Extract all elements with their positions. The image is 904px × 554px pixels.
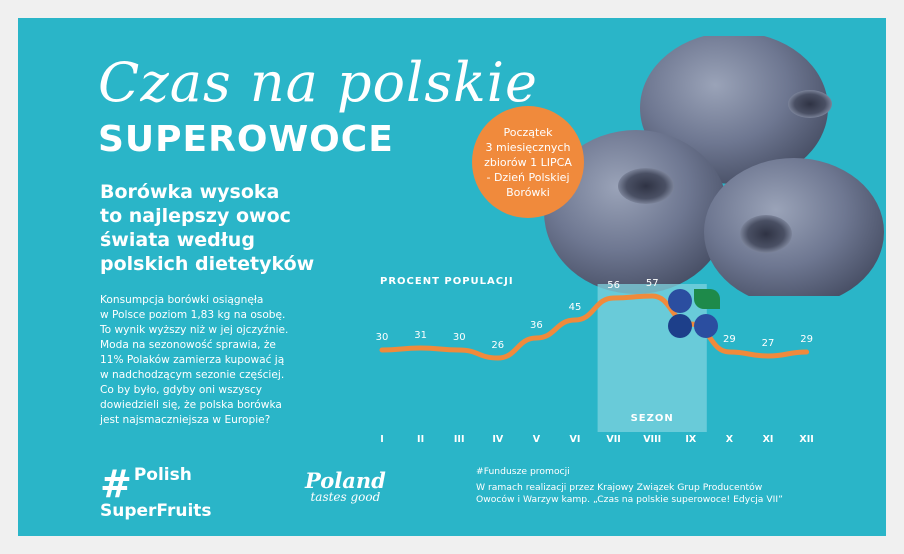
subtitle-line: świata według (100, 229, 255, 251)
crop-mark (18, 18, 33, 33)
data-label: 31 (414, 330, 427, 341)
berry-logo-dot (668, 314, 692, 338)
polish-superfruits-logo: # Polish SuperFruits (100, 462, 212, 521)
berry-logo (668, 289, 720, 338)
funds-note: #Fundusze promocji W ramach realizacji p… (476, 466, 856, 506)
tick-label: IV (492, 434, 504, 445)
data-label: 30 (376, 332, 389, 343)
tick-label: III (454, 434, 465, 445)
blueberries-illustration (544, 36, 884, 296)
tick-label: X (726, 434, 734, 445)
leaf-icon (694, 289, 720, 309)
body-line: Moda na sezonowość sprawia, że (100, 339, 276, 351)
subtitle: Borówka wysoka to najlepszy owoc świata … (100, 180, 330, 276)
data-label: 30 (453, 332, 466, 343)
hashtag-line: Polish (133, 465, 192, 485)
season-label: SEZON (631, 413, 674, 424)
tick-label: VI (570, 434, 581, 445)
tick-label: XI (763, 434, 774, 445)
body-line: w nadchodzącym sezonie częściej. (100, 369, 285, 381)
data-label: 29 (800, 334, 813, 345)
funds-tag: #Fundusze promocji (476, 466, 570, 477)
subtitle-line: polskich dietetyków (100, 253, 315, 275)
badge-line: Początek (503, 125, 553, 139)
body-line: Co by było, gdyby oni wszyscy (100, 384, 263, 396)
hashtag-icon: # (100, 462, 132, 506)
series-line (379, 293, 810, 361)
blueberry-left (544, 130, 728, 294)
tick-label: I (380, 434, 384, 445)
chart-title: PROCENT POPULACJI (380, 276, 514, 287)
body-text: Konsumpcja borówki osiągnęła w Polsce po… (100, 293, 320, 428)
poland-logo-tagline: tastes good (310, 490, 381, 504)
tick-label: V (533, 434, 541, 445)
badge-line: - Dzień Polskiej (486, 170, 570, 184)
headline-bold: SUPEROWOCE (98, 119, 394, 160)
body-line: 11% Polaków zamierza kupować ją (100, 354, 285, 366)
body-line: w Polsce poziom 1,83 kg na osobę. (100, 309, 286, 321)
poland-logo-text: Poland (305, 468, 386, 493)
tick-label: VIII (643, 434, 661, 445)
funds-line: Owoców i Warzyw kamp. „Czas na polskie s… (476, 494, 783, 505)
headline-script: Czas na polskie (98, 51, 538, 114)
blueberry-right (704, 158, 884, 296)
data-label: 36 (530, 320, 543, 331)
funds-line: W ramach realizacji przez Krajowy Związe… (476, 482, 763, 493)
data-label: 26 (491, 340, 504, 351)
badge-line: zbiorów 1 LIPCA (484, 155, 572, 169)
body-line: dowiedzieli się, że polska borówka (100, 399, 282, 411)
tick-label: XII (799, 434, 813, 445)
data-label: 29 (723, 334, 736, 345)
berry-logo-dot (694, 314, 718, 338)
body-line: jest najsmaczniejsza w Europie? (100, 414, 271, 426)
badge-line: Borówki (506, 185, 550, 199)
population-chart: SEZON PROCENT POPULACJI 30 I 31 II 30 III 26 IV… (376, 276, 814, 445)
badge-line: 3 miesięcznych (485, 140, 571, 154)
blueberry-crown (788, 90, 832, 118)
data-label: 45 (569, 302, 582, 313)
tick-label: IX (685, 434, 697, 445)
body-line: Konsumpcja borówki osiągnęła (100, 294, 264, 306)
body-line: To wynik wyższy niż w jej ojczyźnie. (100, 324, 289, 336)
berry-logo-dot (668, 289, 692, 313)
tick-label: VII (606, 434, 620, 445)
blueberry-crown (740, 215, 792, 253)
hashtag-line: SuperFruits (100, 501, 212, 521)
harvest-badge: Początek 3 miesięcznych zbiorów 1 LIPCA … (472, 106, 584, 218)
subtitle-line: Borówka wysoka (100, 181, 280, 203)
data-label: 27 (762, 338, 775, 349)
data-label: 56 (607, 280, 620, 291)
subtitle-line: to najlepszy owoc (100, 205, 291, 227)
tick-label: II (417, 434, 424, 445)
poster: Początek 3 miesięcznych zbiorów 1 LIPCA … (18, 18, 886, 536)
blueberry-crown (618, 168, 674, 204)
poland-tastes-good-logo: Poland tastes good (305, 468, 386, 504)
data-label: 57 (646, 278, 659, 289)
